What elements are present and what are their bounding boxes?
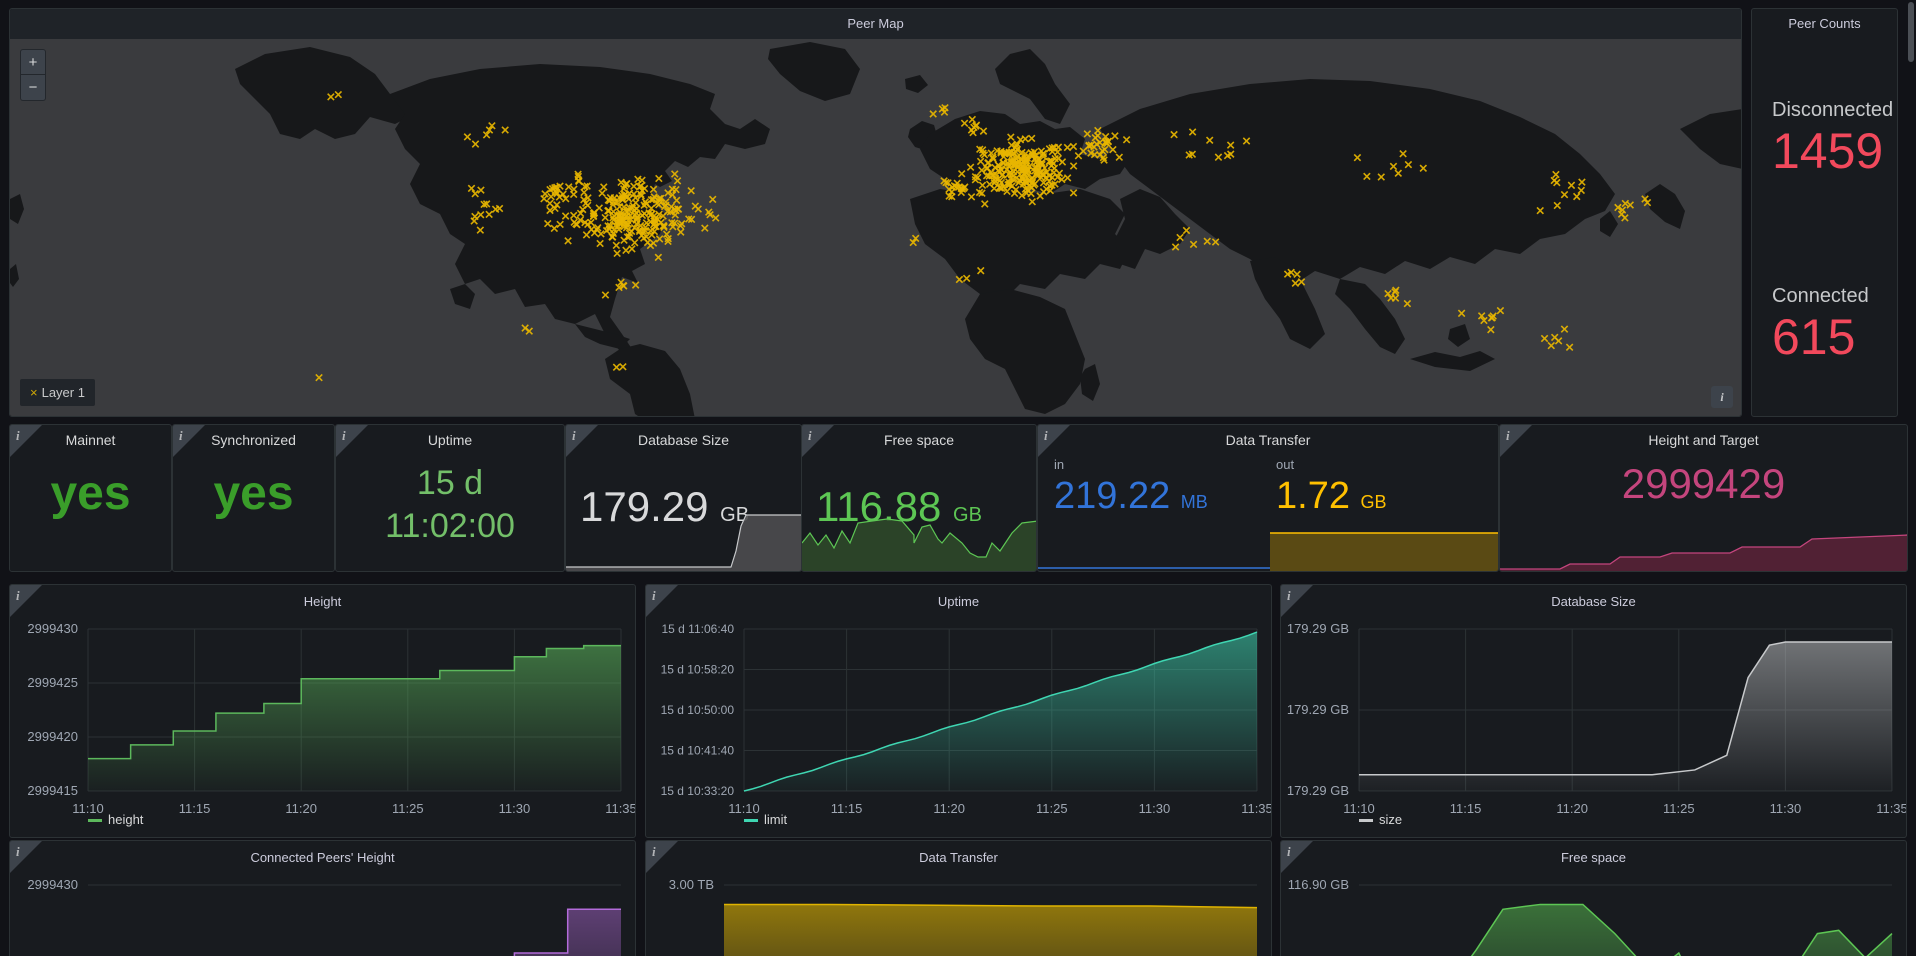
svg-text:11:30: 11:30 bbox=[499, 801, 531, 816]
svg-text:11:20: 11:20 bbox=[933, 801, 965, 816]
svg-text:11:15: 11:15 bbox=[1450, 801, 1482, 816]
svg-text:15 d 10:50:00: 15 d 10:50:00 bbox=[661, 703, 735, 717]
svg-text:11:15: 11:15 bbox=[179, 801, 211, 816]
svg-text:11:35: 11:35 bbox=[1241, 801, 1271, 816]
svg-text:2999430: 2999430 bbox=[27, 621, 78, 636]
svg-text:15 d 10:58:20: 15 d 10:58:20 bbox=[661, 663, 735, 677]
svg-text:2999415: 2999415 bbox=[27, 783, 78, 798]
svg-text:179.29 GB: 179.29 GB bbox=[1287, 621, 1349, 636]
svg-text:179.29 GB: 179.29 GB bbox=[1287, 702, 1349, 717]
svg-text:15 d 11:06:40: 15 d 11:06:40 bbox=[661, 622, 734, 636]
svg-text:2999430: 2999430 bbox=[27, 877, 78, 892]
svg-text:2999420: 2999420 bbox=[27, 729, 78, 744]
svg-text:11:30: 11:30 bbox=[1139, 801, 1171, 816]
svg-text:11:15: 11:15 bbox=[831, 801, 863, 816]
svg-text:11:25: 11:25 bbox=[392, 801, 424, 816]
svg-text:2999425: 2999425 bbox=[27, 675, 78, 690]
svg-text:116.90 GB: 116.90 GB bbox=[1288, 877, 1349, 892]
svg-text:15 d 10:41:40: 15 d 10:41:40 bbox=[661, 744, 735, 758]
svg-text:3.00 TB: 3.00 TB bbox=[669, 877, 714, 892]
svg-text:11:35: 11:35 bbox=[605, 801, 635, 816]
svg-text:11:20: 11:20 bbox=[285, 801, 317, 816]
svg-text:15 d 10:33:20: 15 d 10:33:20 bbox=[661, 784, 735, 798]
svg-text:179.29 GB: 179.29 GB bbox=[1287, 783, 1349, 798]
svg-text:11:30: 11:30 bbox=[1770, 801, 1802, 816]
svg-text:11:25: 11:25 bbox=[1663, 801, 1695, 816]
svg-text:11:25: 11:25 bbox=[1036, 801, 1068, 816]
svg-text:11:35: 11:35 bbox=[1876, 801, 1906, 816]
svg-text:11:20: 11:20 bbox=[1556, 801, 1588, 816]
